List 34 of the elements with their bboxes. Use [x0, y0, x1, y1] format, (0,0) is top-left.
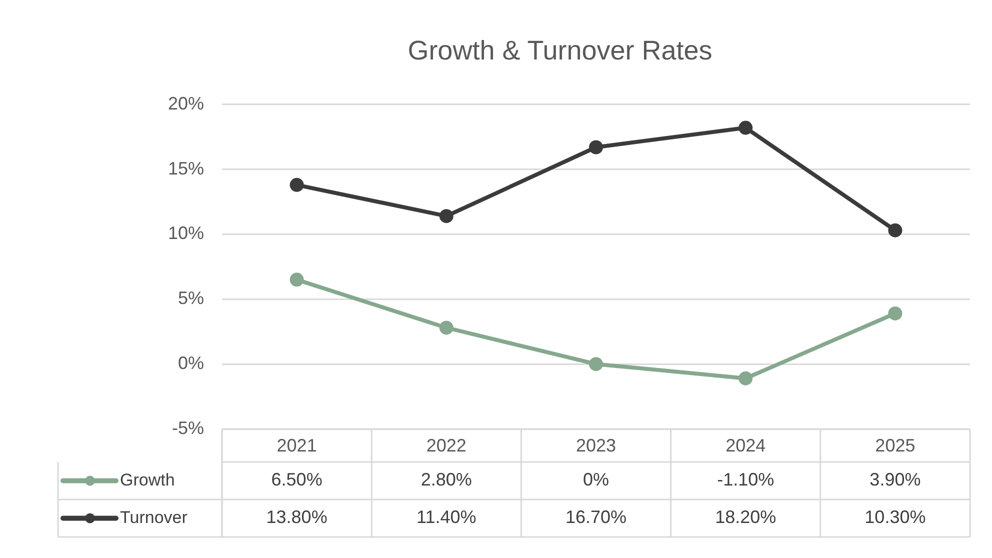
x-tick-label: 2022 [426, 435, 466, 456]
x-tick-label: 2024 [726, 435, 766, 456]
y-tick-label: 10% [168, 223, 204, 244]
point [738, 120, 753, 135]
point [439, 320, 454, 335]
point [589, 140, 603, 154]
x-tick-label: 2021 [276, 435, 317, 456]
y-tick-label: 5% [178, 288, 204, 308]
data-label: 18.20% [715, 507, 776, 528]
y-tick-label: 15% [168, 158, 204, 178]
y-tick-label: 20% [168, 93, 204, 114]
data-label: 2.80% [420, 470, 472, 490]
y-tick-label: 0% [178, 353, 204, 374]
legend-label: Turnover [120, 508, 188, 527]
y-tick-label: -5% [172, 418, 204, 438]
data-label: 10.30% [864, 507, 926, 528]
data-label: 0% [582, 470, 610, 490]
data-label: 16.70% [565, 507, 627, 528]
point [589, 357, 603, 372]
data-label: 6.50% [271, 470, 322, 490]
legend-label: Growth [120, 470, 175, 490]
chart-title: Growth & Turnover Rates [408, 36, 712, 66]
x-tick-label: 2025 [875, 435, 916, 456]
point [290, 272, 304, 287]
point [290, 178, 304, 192]
point [439, 209, 454, 224]
point [738, 371, 753, 386]
data-label: -1.10% [717, 470, 774, 490]
point [888, 223, 902, 238]
point [888, 306, 902, 320]
data-label: 13.80% [266, 507, 328, 528]
data-label: 11.40% [416, 507, 476, 528]
data-label: 3.90% [870, 470, 921, 490]
x-tick-label: 2023 [576, 435, 616, 456]
